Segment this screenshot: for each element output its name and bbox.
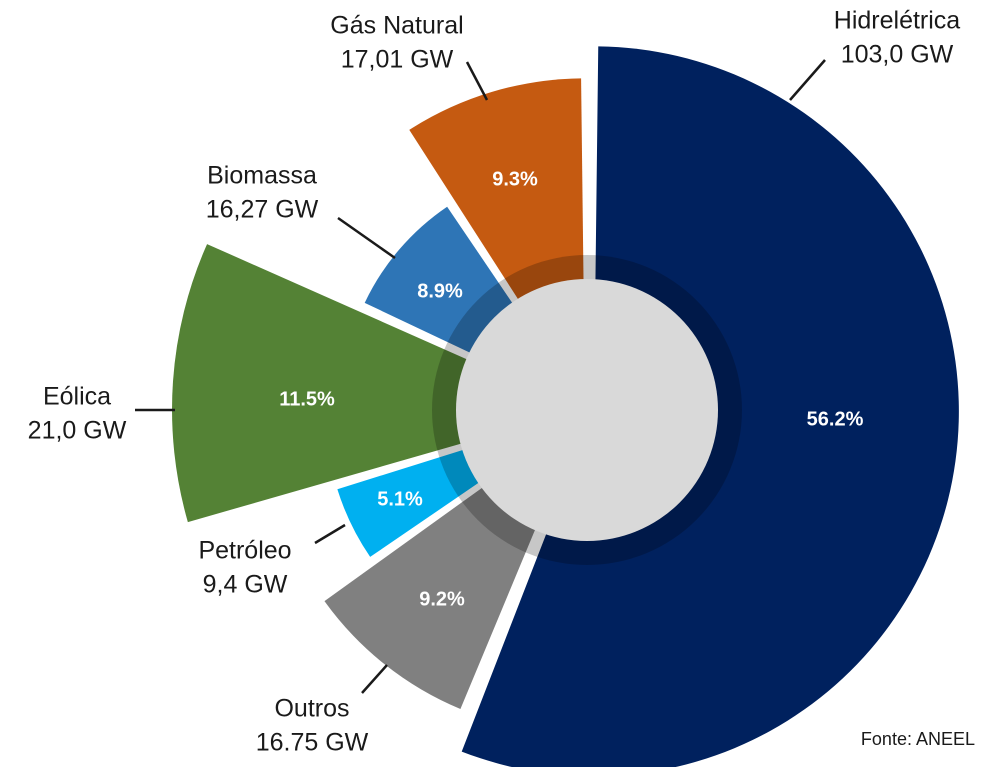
category-label: Outros [274,695,349,723]
percent-label: 11.5% [279,388,335,410]
capacity-label: 9,4 GW [203,571,288,599]
capacity-label: 16,27 GW [206,196,319,224]
category-label: Eólica [43,383,111,411]
center-hole [456,279,718,541]
leader-line [789,59,826,101]
percent-label: 8.9% [417,280,463,302]
capacity-label: 17,01 GW [341,46,454,74]
category-label: Petróleo [198,537,291,565]
category-label: Hidrelétrica [834,7,961,35]
category-label: Gás Natural [330,12,463,40]
capacity-label: 103,0 GW [841,41,954,69]
slice [172,244,581,523]
percent-label: 9.3% [492,168,538,190]
capacity-label: 16.75 GW [256,729,369,757]
leader-line [337,216,396,260]
leader-line [361,664,388,694]
category-label: Biomassa [207,162,317,190]
percent-label: 9.2% [419,588,465,610]
capacity-label: 21,0 GW [28,417,127,445]
leader-line [314,523,346,545]
source: Fonte: ANEEL [861,729,975,749]
labels: 56.2% Hidrelétrica 103,0 GW 9.2% Outros 16.75… [28,7,961,757]
percent-label: 56.2% [807,408,864,430]
leader-line [465,61,489,101]
percent-label: 5.1% [377,488,423,510]
